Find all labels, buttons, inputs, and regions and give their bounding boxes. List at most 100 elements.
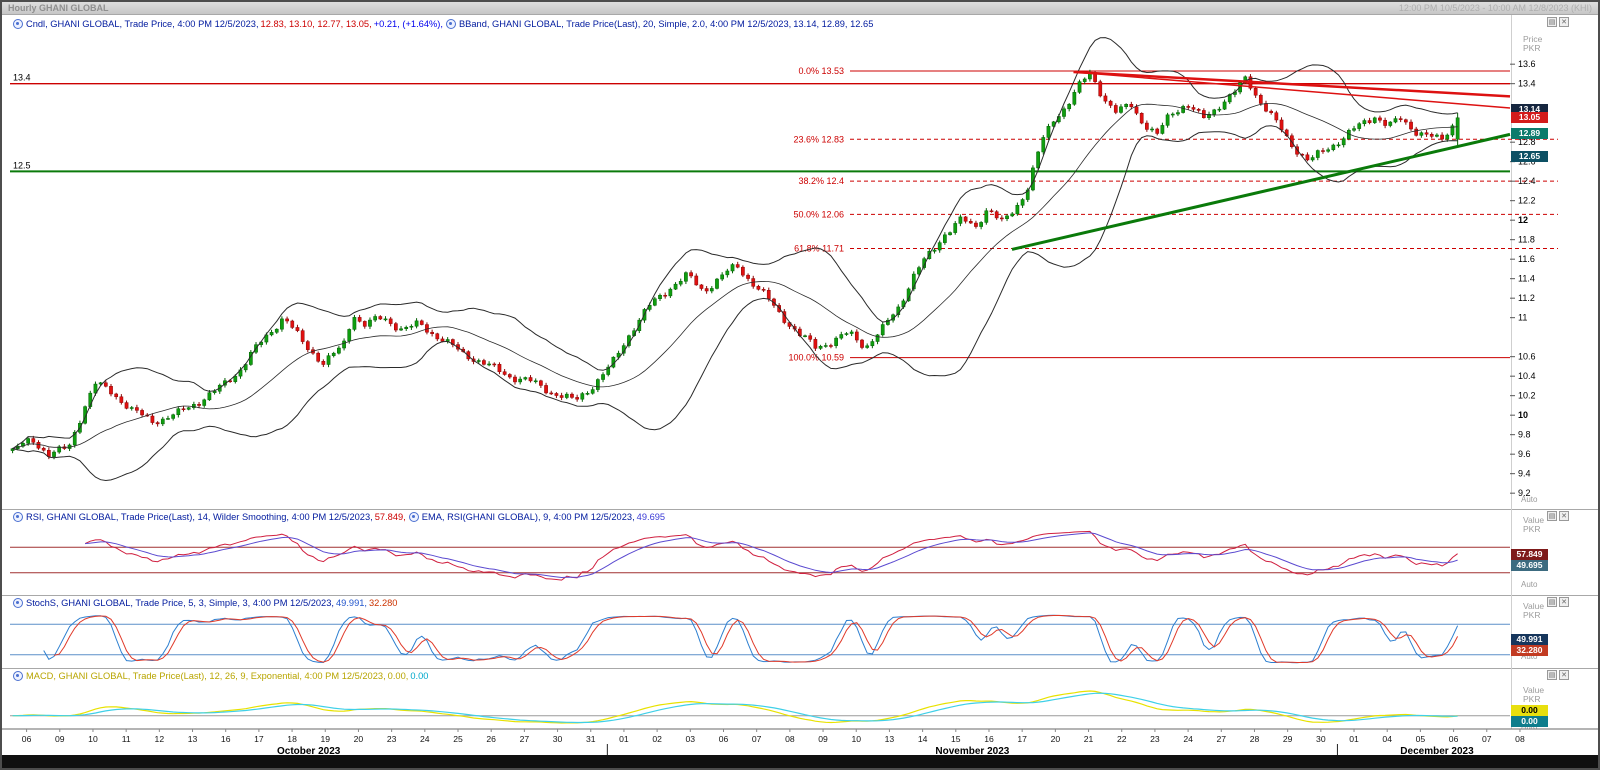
legend-text: +0.21, (+1.64%), [373,19,443,29]
svg-text:12.5: 12.5 [13,160,31,170]
panel-close-icon[interactable]: ✕ [1559,17,1569,27]
legend-text: 13.14, 12.89, 12.65 [793,19,874,29]
panel-menu-icon[interactable]: ▤ [1547,511,1557,521]
svg-text:22: 22 [1117,734,1127,744]
window-titlebar[interactable]: Hourly GHANI GLOBAL 12:00 PM 10/5/2023 -… [2,2,1598,15]
svg-text:06: 06 [1449,734,1459,744]
svg-text:10: 10 [1518,410,1528,420]
svg-text:20: 20 [1051,734,1061,744]
svg-text:11: 11 [122,734,131,744]
legend-text: BBand, GHANI GLOBAL, Trade Price(Last), … [458,19,792,29]
indicator-settings-icon[interactable] [13,671,23,681]
stoch-guides [10,623,1510,656]
svg-text:12.4: 12.4 [1518,176,1536,186]
axis-auto-label[interactable]: Auto [1521,580,1538,589]
legend-text: 49.695 [636,512,666,522]
panel-close-icon[interactable]: ✕ [1559,511,1569,521]
stoch-legend: StochS, GHANI GLOBAL, Trade Price, 5, 3,… [12,597,399,609]
svg-text:23.6% 12.83: 23.6% 12.83 [793,134,844,144]
svg-text:29: 29 [1283,734,1293,744]
svg-text:10.4: 10.4 [1518,371,1536,381]
svg-text:09: 09 [55,734,65,744]
value-axis-title: Value [1523,601,1545,611]
indicator-settings-icon[interactable] [445,19,456,29]
svg-text:02: 02 [652,734,662,744]
axis-auto-label[interactable]: Auto [1521,652,1538,661]
svg-text:19: 19 [320,734,330,744]
rsi-guides [10,546,1510,574]
reference-lines-layer: 13.4 12.5 [10,73,1510,173]
axis-auto-label[interactable]: Auto [1521,495,1538,504]
svg-text:13: 13 [885,734,895,744]
chart-title: Hourly GHANI GLOBAL [8,3,109,13]
panel-menu-icon[interactable]: ▤ [1547,597,1557,607]
trendlines-layer[interactable] [1011,70,1511,251]
svg-text:11: 11 [1518,313,1527,323]
price-axis-title: Price [1523,34,1543,44]
legend-text: 0.00 [410,671,429,681]
indicator-settings-icon[interactable] [13,598,23,608]
svg-text:18: 18 [287,734,297,744]
svg-text:05: 05 [1416,734,1426,744]
svg-text:11.4: 11.4 [1518,274,1535,284]
svg-text:24: 24 [420,734,430,744]
indicator-settings-icon[interactable] [13,19,23,29]
svg-text:21: 21 [1084,734,1094,744]
fibonacci-layer: 0.0% 13.53 23.6% 12.83 38.2% 12.4 50.0% 12.… [788,66,1558,363]
price-axis[interactable]: 13.613.412.812.612.412.21211.811.611.411… [1510,59,1536,498]
svg-text:01: 01 [1349,734,1359,744]
svg-text:09: 09 [818,734,828,744]
svg-text:9.4: 9.4 [1518,469,1531,479]
svg-text:28: 28 [1250,734,1260,744]
macd-series [12,690,1458,724]
svg-text:13.4: 13.4 [13,73,31,83]
svg-text:11.8: 11.8 [1518,235,1535,245]
svg-text:04: 04 [1382,734,1392,744]
svg-text:13.6: 13.6 [1518,59,1536,69]
svg-text:10.6: 10.6 [1518,352,1536,362]
svg-text:06: 06 [22,734,32,744]
time-axis[interactable]: 06 09 10 11 12 13 16 17 18 19 20 23 24 25 26 27 30 31 Octo… [22,729,1525,757]
svg-text:December 2023: December 2023 [1400,746,1474,757]
svg-text:100.0% 10.59: 100.0% 10.59 [788,353,844,363]
svg-text:23: 23 [387,734,397,744]
panel-close-icon[interactable]: ✕ [1559,597,1569,607]
axis-value-badge: 13.14 [1511,103,1548,115]
svg-text:03: 03 [686,734,696,744]
panel-menu-icon[interactable]: ▤ [1547,670,1557,680]
svg-text:17: 17 [1017,734,1027,744]
svg-text:0.0% 13.53: 0.0% 13.53 [798,66,844,76]
svg-text:38.2% 12.4: 38.2% 12.4 [798,176,844,186]
value-axis-title: Value [1523,515,1545,525]
axis-value-badge: 12.89 [1511,127,1548,139]
svg-text:07: 07 [1482,734,1492,744]
legend-text: RSI, GHANI GLOBAL, Trade Price(Last), 14… [26,512,373,522]
panel-close-icon[interactable]: ✕ [1559,670,1569,680]
panel-menu-icon[interactable]: ▤ [1547,17,1557,27]
rsi-series [84,530,1458,581]
svg-text:9.8: 9.8 [1518,430,1531,440]
axis-value-badge: 0.00 [1511,715,1548,727]
legend-text: 57.849, [374,512,406,522]
svg-text:10: 10 [88,734,98,744]
stoch-series [43,614,1459,664]
svg-text:27: 27 [1217,734,1227,744]
axis-value-badge: 32.280 [1511,645,1548,656]
indicator-settings-icon[interactable] [408,512,419,522]
svg-text:16: 16 [984,734,994,744]
svg-text:26: 26 [486,734,496,744]
svg-text:12.8: 12.8 [1518,137,1536,147]
svg-text:01: 01 [619,734,629,744]
svg-text:12: 12 [1518,215,1528,225]
svg-text:30: 30 [1316,734,1326,744]
svg-text:11.2: 11.2 [1518,293,1535,303]
legend-text: EMA, RSI(GHANI GLOBAL), 9, 4:00 PM 12/5/… [421,512,635,522]
svg-text:13.4: 13.4 [1518,79,1536,89]
indicator-settings-icon[interactable] [13,512,23,522]
svg-text:50.0% 12.06: 50.0% 12.06 [793,209,844,219]
value-axis-title: PKR [1523,524,1541,534]
axis-value-badge: 12.65 [1511,151,1548,163]
svg-text:25: 25 [453,734,463,744]
svg-text:9.6: 9.6 [1518,449,1531,459]
